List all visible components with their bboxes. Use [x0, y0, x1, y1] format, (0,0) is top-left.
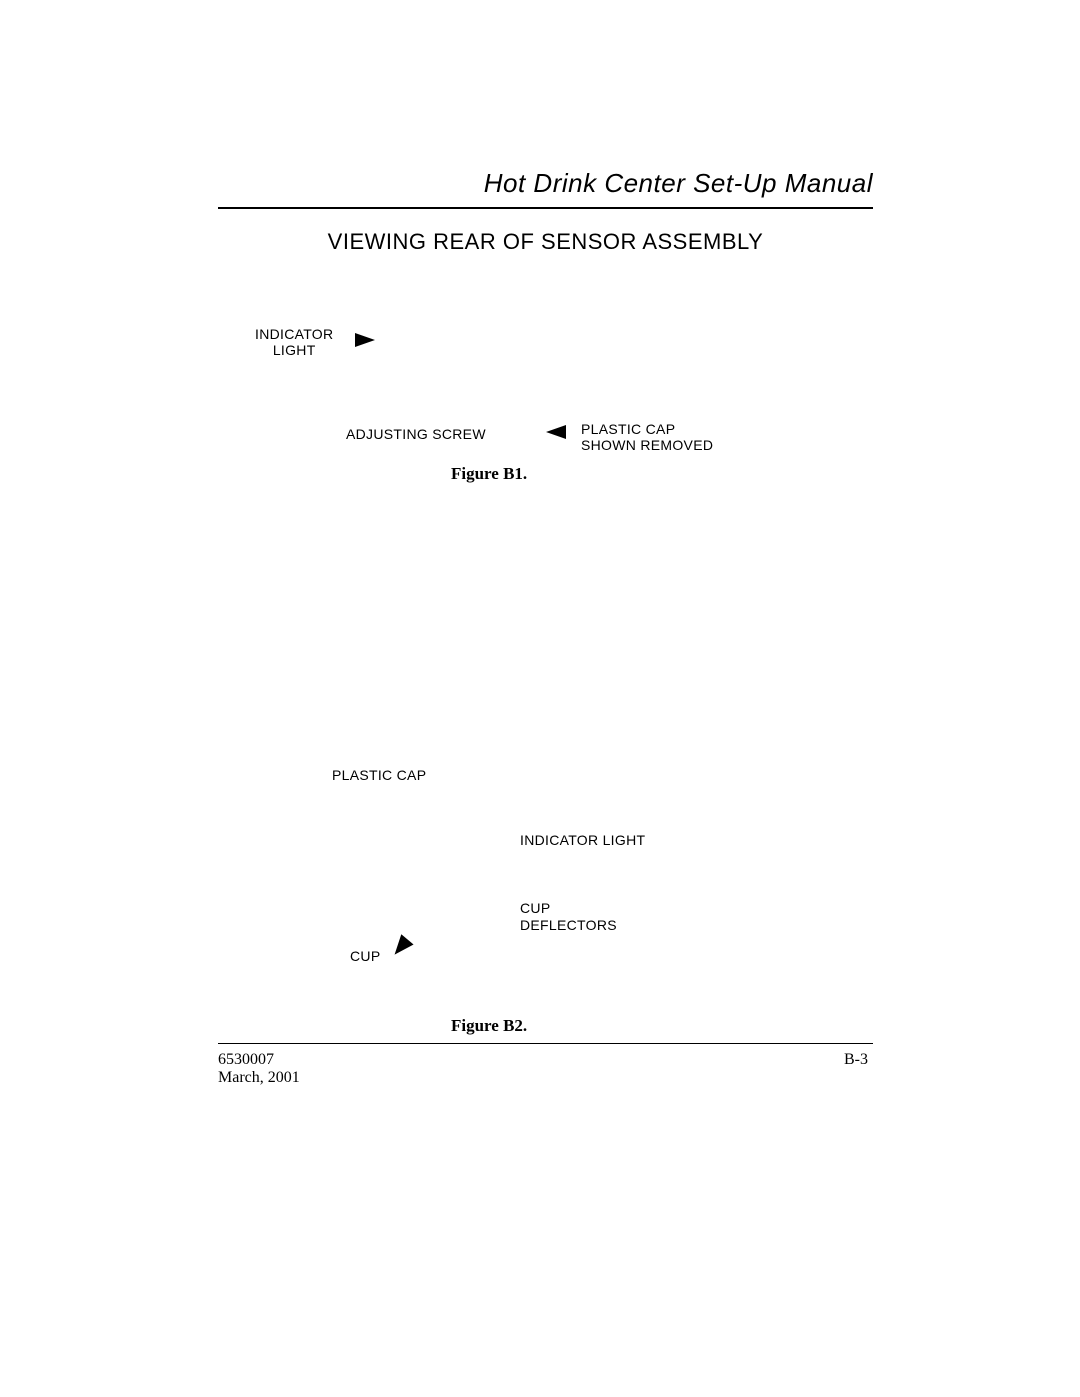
- label-plastic-cap-l1: PLASTIC CAP: [581, 421, 675, 437]
- bottom-rule: [218, 1043, 873, 1044]
- footer-page: B-3: [844, 1051, 868, 1069]
- figure-b1-caption: Figure B1.: [451, 464, 527, 484]
- figure-b2-caption: Figure B2.: [451, 1016, 527, 1036]
- arrow-right-icon: [355, 333, 375, 347]
- label-indicator-light-b2: INDICATOR LIGHT: [520, 832, 645, 848]
- label-cup: CUP: [350, 948, 380, 964]
- footer-docnum: 6530007: [218, 1051, 274, 1069]
- footer-date: March, 2001: [218, 1069, 300, 1087]
- label-cup-deflectors: CUP DEFLECTORS: [520, 900, 617, 934]
- label-indicator-light-l2: LIGHT: [273, 342, 316, 358]
- label-indicator-light: INDICATOR LIGHT: [255, 326, 333, 358]
- label-plastic-cap: PLASTIC CAP: [332, 767, 426, 783]
- label-plastic-cap-removed: PLASTIC CAP SHOWN REMOVED: [581, 421, 713, 453]
- label-cup-deflectors-l1: CUP: [520, 900, 550, 916]
- label-adjusting-screw: ADJUSTING SCREW: [346, 426, 486, 442]
- arrow-left-icon: [546, 425, 566, 439]
- arrow-down-icon: [388, 934, 413, 960]
- section-title: VIEWING REAR OF SENSOR ASSEMBLY: [218, 229, 873, 255]
- label-plastic-cap-l2: SHOWN REMOVED: [581, 437, 713, 453]
- header-title: Hot Drink Center Set-Up Manual: [218, 168, 873, 209]
- label-cup-deflectors-l2: DEFLECTORS: [520, 917, 617, 933]
- label-indicator-light-l1: INDICATOR: [255, 326, 333, 342]
